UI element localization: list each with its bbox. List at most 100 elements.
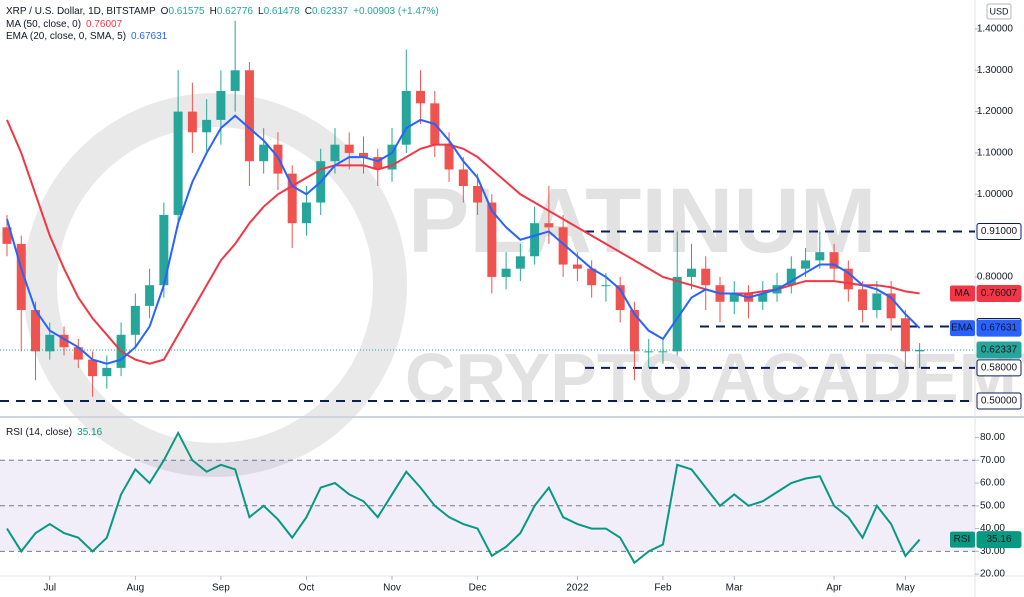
ohlc-key: O	[161, 6, 169, 17]
price-tag-label: 0.58000	[981, 363, 1018, 374]
candle-body	[629, 310, 639, 352]
candle-body	[373, 157, 383, 170]
price-tag	[976, 222, 1022, 240]
candle-body	[701, 268, 711, 286]
candle-body	[587, 268, 597, 286]
candle-body	[872, 293, 882, 311]
candle-body	[786, 268, 796, 286]
y-tick-label: 70.00	[980, 455, 1005, 466]
candle-body	[829, 252, 839, 269]
candle-body	[301, 202, 311, 224]
tag-name: EMA	[951, 323, 973, 334]
candle-body	[230, 70, 240, 91]
overlay-line	[6, 114, 921, 365]
candle-body	[244, 70, 254, 162]
y-tick-label: 1.40000	[977, 24, 1014, 35]
overlay-line	[6, 119, 920, 365]
x-tick-label: Aug	[126, 583, 144, 594]
watermark: PLATINUM	[408, 170, 876, 272]
ohlc-value: 0.62337	[312, 6, 349, 17]
candle-body	[16, 243, 26, 311]
candle-body	[45, 334, 55, 352]
candle-body	[73, 347, 83, 360]
candle-body	[487, 202, 497, 277]
price-tag	[976, 319, 1022, 337]
price-tag-label: 0.91000	[981, 226, 1018, 237]
candle-body	[858, 289, 868, 311]
price-tag	[976, 284, 1022, 302]
candle-body	[444, 144, 454, 170]
symbol-title: XRP / U.S. Dollar, 1D, BITSTAMP	[6, 6, 156, 17]
candle-body	[686, 268, 696, 277]
candle-body	[416, 90, 426, 104]
price-tag-label: 0.50000	[981, 396, 1018, 407]
y-tick-label: 1.20000	[977, 106, 1014, 117]
candle-body	[59, 334, 69, 348]
candle-body	[159, 214, 169, 286]
candle-body	[187, 111, 197, 133]
candle-body	[886, 293, 896, 319]
candle-body	[31, 310, 41, 352]
tag-name: RSI	[954, 534, 971, 545]
change: +0.00903 (+1.47%)	[353, 6, 439, 17]
y-tick-label: 30.00	[980, 546, 1005, 557]
candle-body	[601, 285, 611, 287]
candle-body	[216, 90, 226, 120]
legend-line: XRP / U.S. Dollar, 1D, BITSTAMP O0.61575 H…	[6, 6, 439, 17]
x-tick-label: Sep	[212, 583, 230, 594]
x-tick-label: Oct	[299, 583, 315, 594]
candle-body	[88, 359, 98, 377]
candle-body	[644, 351, 654, 353]
x-tick-label: Mar	[726, 583, 744, 594]
price-tag	[976, 341, 1022, 359]
tag-name-box	[950, 320, 975, 337]
candle-body	[615, 285, 625, 311]
candle-body	[572, 264, 582, 269]
legend-line: MA (50, close, 0) 0.76007	[6, 19, 123, 30]
candle-body	[900, 318, 910, 352]
candle-body	[544, 223, 554, 228]
candle-body	[530, 223, 540, 257]
ohlc-key: C	[305, 6, 312, 17]
candle-body	[473, 186, 483, 203]
candle-body	[501, 268, 511, 277]
y-tick-label: 1.10000	[977, 148, 1014, 159]
x-tick-label: Jul	[43, 583, 56, 594]
candle-body	[658, 351, 668, 353]
x-tick-label: Feb	[654, 583, 672, 594]
y-tick-label: 40.00	[980, 523, 1005, 534]
y-tick-label: 50.00	[980, 500, 1005, 511]
legend-value: 0.67631	[131, 31, 168, 42]
ohlc-key: L	[258, 6, 264, 17]
candle-body	[458, 169, 468, 187]
legend-line: EMA (20, close, 0, SMA, 5) 0.67631	[6, 31, 168, 42]
candle-body	[344, 144, 354, 153]
y-tick-label: 0.80000	[977, 272, 1014, 283]
ohlc-value: 0.61575	[168, 6, 205, 17]
x-tick-label: Nov	[383, 583, 401, 594]
legend-line: RSI (14, close) 35.16	[6, 427, 103, 438]
candle-body	[801, 260, 811, 269]
candle-body	[387, 144, 397, 170]
watermark: CRYPTO ACADEMY	[405, 339, 1024, 417]
candle-body	[259, 144, 269, 162]
candle-body	[130, 305, 140, 335]
price-tag	[976, 531, 1022, 549]
x-tick-label: 2022	[566, 583, 589, 594]
rsi-line	[6, 430, 921, 565]
candle-body	[359, 152, 368, 158]
ohlc-value: 0.62776	[217, 6, 254, 17]
candle-body	[401, 90, 411, 145]
legend-name: EMA (20, close, 0, SMA, 5)	[6, 31, 126, 42]
price-tag	[976, 359, 1022, 377]
watermark-logo	[23, 93, 407, 477]
x-tick-label: May	[896, 583, 915, 594]
currency: USD	[989, 6, 1009, 16]
y-tick-label: 1.30000	[977, 65, 1014, 76]
ohlc-key: H	[210, 6, 217, 17]
ohlc-value: 0.61478	[264, 6, 301, 17]
candle-body	[758, 293, 768, 302]
candle-body	[558, 227, 568, 265]
